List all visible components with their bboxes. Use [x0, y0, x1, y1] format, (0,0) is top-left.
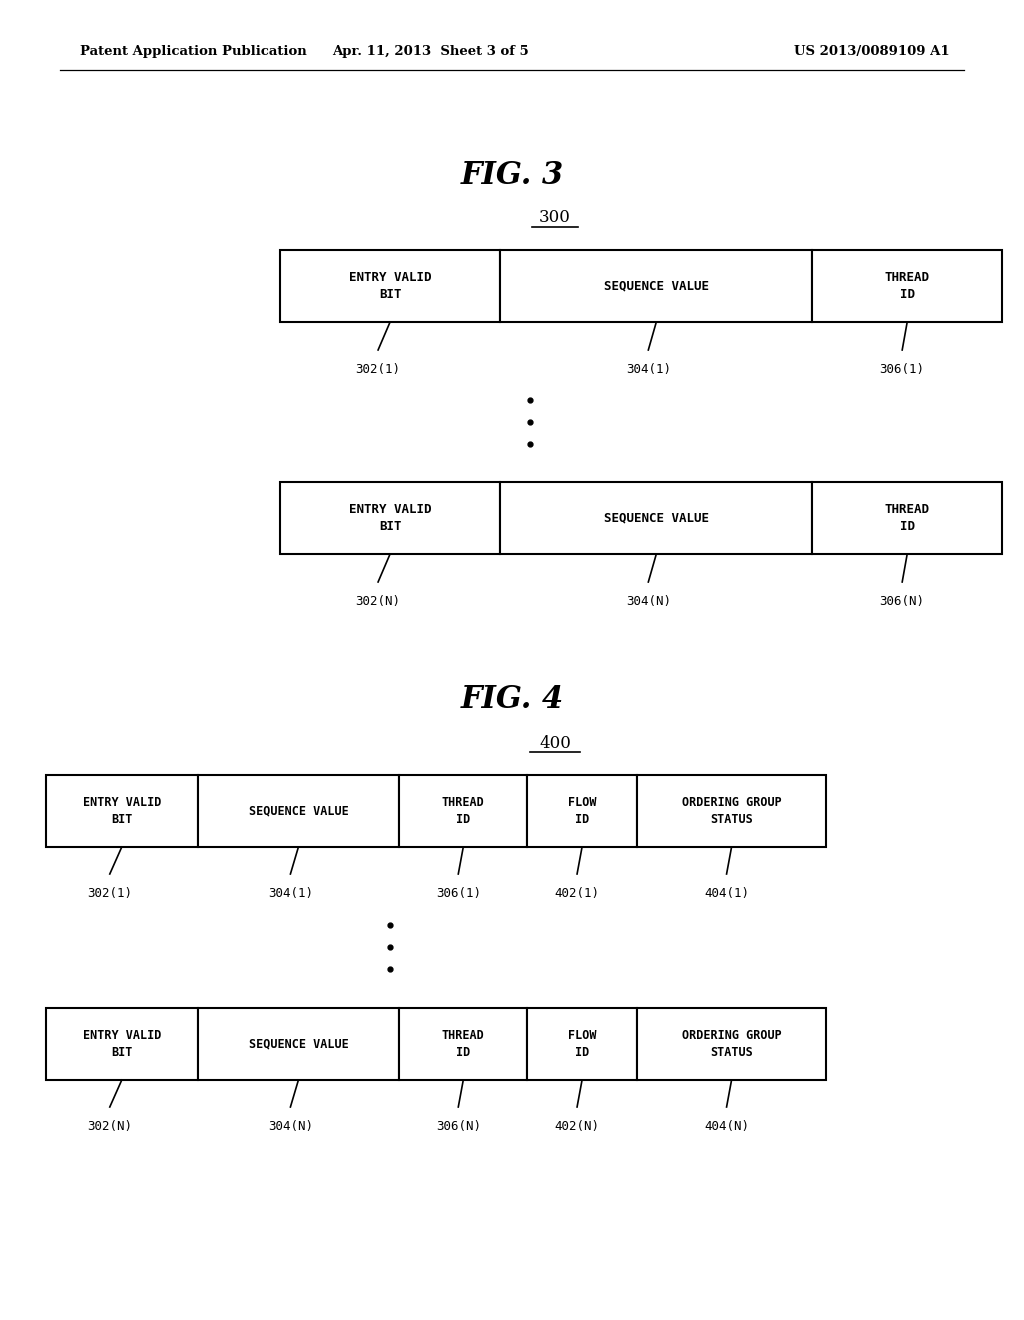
Text: SEQUENCE VALUE: SEQUENCE VALUE	[604, 280, 709, 293]
Bar	[637, 1008, 826, 1080]
Text: THREAD
ID: THREAD ID	[442, 1030, 484, 1059]
Text: 302(1): 302(1)	[87, 887, 132, 900]
Text: US 2013/0089109 A1: US 2013/0089109 A1	[795, 45, 950, 58]
Text: THREAD
ID: THREAD ID	[885, 503, 930, 533]
Text: ENTRY VALID
BIT: ENTRY VALID BIT	[349, 503, 431, 533]
Bar	[527, 775, 637, 847]
Text: 302(N): 302(N)	[87, 1119, 132, 1133]
Text: FLOW
ID: FLOW ID	[568, 1030, 596, 1059]
Bar	[637, 775, 826, 847]
Text: 306(1): 306(1)	[880, 363, 925, 376]
Text: 304(1): 304(1)	[626, 363, 671, 376]
Text: ENTRY VALID
BIT: ENTRY VALID BIT	[83, 1030, 161, 1059]
Text: 304(N): 304(N)	[626, 595, 671, 609]
Text: SEQUENCE VALUE: SEQUENCE VALUE	[604, 511, 709, 524]
Bar	[399, 1008, 527, 1080]
Text: 404(N): 404(N)	[705, 1119, 750, 1133]
Text: FIG. 3: FIG. 3	[461, 160, 563, 190]
Text: 306(1): 306(1)	[436, 887, 481, 900]
Bar	[198, 775, 399, 847]
Text: FLOW
ID: FLOW ID	[568, 796, 596, 826]
Bar	[46, 1008, 198, 1080]
Text: ORDERING GROUP
STATUS: ORDERING GROUP STATUS	[682, 796, 781, 826]
Bar	[812, 482, 1001, 554]
Text: 300: 300	[539, 210, 571, 227]
Text: 302(1): 302(1)	[355, 363, 400, 376]
Bar	[399, 775, 527, 847]
Text: SEQUENCE VALUE: SEQUENCE VALUE	[249, 1038, 348, 1051]
Text: THREAD
ID: THREAD ID	[885, 271, 930, 301]
Text: 400: 400	[539, 734, 571, 751]
Bar	[812, 249, 1001, 322]
Text: 306(N): 306(N)	[880, 595, 925, 609]
Bar	[280, 482, 500, 554]
Text: ORDERING GROUP
STATUS: ORDERING GROUP STATUS	[682, 1030, 781, 1059]
Text: 402(N): 402(N)	[555, 1119, 600, 1133]
Text: SEQUENCE VALUE: SEQUENCE VALUE	[249, 804, 348, 817]
Bar	[46, 775, 198, 847]
Text: ENTRY VALID
BIT: ENTRY VALID BIT	[83, 796, 161, 826]
Text: 304(N): 304(N)	[268, 1119, 313, 1133]
Text: ENTRY VALID
BIT: ENTRY VALID BIT	[349, 271, 431, 301]
Bar	[500, 249, 812, 322]
Text: 304(1): 304(1)	[268, 887, 313, 900]
Bar	[280, 249, 500, 322]
Text: FIG. 4: FIG. 4	[461, 685, 563, 715]
Bar	[198, 1008, 399, 1080]
Text: Apr. 11, 2013  Sheet 3 of 5: Apr. 11, 2013 Sheet 3 of 5	[332, 45, 528, 58]
Text: Patent Application Publication: Patent Application Publication	[80, 45, 307, 58]
Text: THREAD
ID: THREAD ID	[442, 796, 484, 826]
Bar	[527, 1008, 637, 1080]
Text: 402(1): 402(1)	[555, 887, 600, 900]
Text: 302(N): 302(N)	[355, 595, 400, 609]
Text: 306(N): 306(N)	[436, 1119, 481, 1133]
Bar	[500, 482, 812, 554]
Text: 404(1): 404(1)	[705, 887, 750, 900]
